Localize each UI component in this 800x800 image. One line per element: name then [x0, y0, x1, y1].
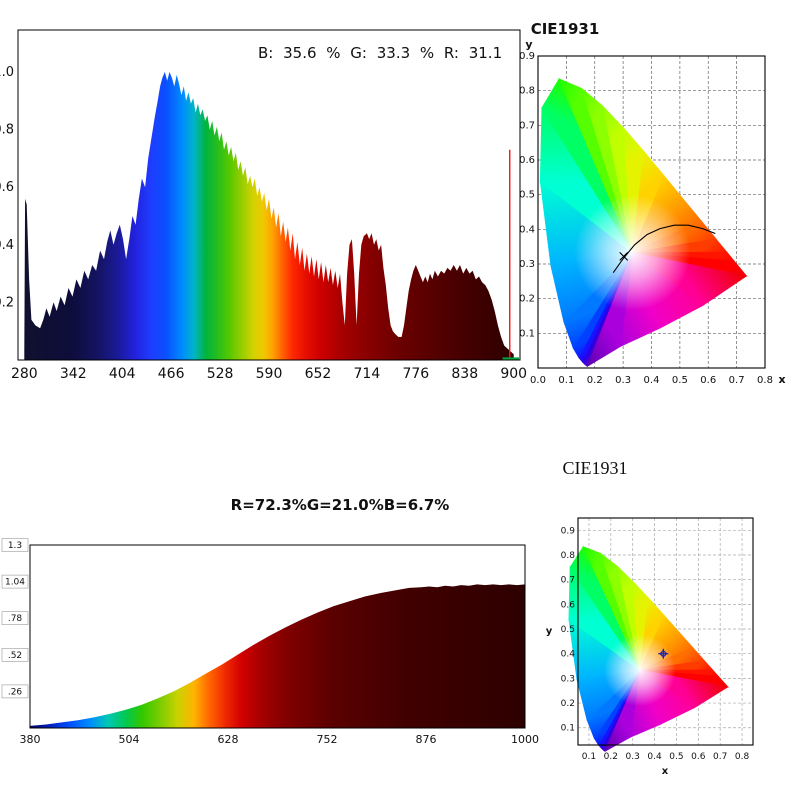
svg-text:838: 838	[451, 366, 478, 382]
svg-text:.78: .78	[8, 614, 23, 624]
svg-text:752: 752	[317, 733, 338, 746]
svg-text:0.6: 0.6	[561, 600, 576, 610]
svg-text:0.1: 0.1	[558, 375, 574, 386]
svg-text:0.1: 0.1	[582, 752, 596, 762]
svg-text:0.0: 0.0	[530, 375, 546, 386]
svg-text:280: 280	[11, 366, 38, 382]
svg-text:0.8: 0.8	[0, 123, 14, 138]
svg-text:0.8: 0.8	[735, 752, 750, 762]
svg-text:0.2: 0.2	[587, 375, 603, 386]
svg-text:900: 900	[500, 366, 527, 382]
rgb-percentages-label: B: 35.6 % G: 33.3 % R: 31.1	[258, 44, 503, 62]
svg-text:0.8: 0.8	[757, 375, 773, 386]
svg-text:0.8: 0.8	[519, 86, 535, 97]
svg-text:504: 504	[119, 733, 140, 746]
svg-text:0.3: 0.3	[615, 375, 631, 386]
svg-text:0.5: 0.5	[669, 752, 683, 762]
svg-text:.26: .26	[8, 687, 23, 697]
svg-text:1.3: 1.3	[8, 541, 22, 551]
svg-text:0.3: 0.3	[626, 752, 640, 762]
bottom-spectrum-title: R=72.3%G=21.0%B=6.7%	[230, 496, 450, 514]
svg-text:0.7: 0.7	[729, 375, 745, 386]
svg-text:0.4: 0.4	[644, 375, 660, 386]
svg-text:0.2: 0.2	[561, 699, 575, 709]
svg-text:0.6: 0.6	[0, 180, 14, 195]
svg-text:714: 714	[354, 366, 381, 382]
svg-text:0.3: 0.3	[561, 674, 575, 684]
svg-text:342: 342	[60, 366, 87, 382]
svg-text:0.5: 0.5	[561, 625, 575, 635]
svg-text:0.4: 0.4	[561, 650, 576, 660]
svg-text:590: 590	[256, 366, 283, 382]
svg-text:652: 652	[305, 366, 332, 382]
svg-text:404: 404	[109, 366, 136, 382]
svg-text:876: 876	[416, 733, 437, 746]
svg-text:0.7: 0.7	[519, 120, 535, 131]
svg-text:466: 466	[158, 366, 185, 382]
bottom-spectrum-chart: 380 504 628 752 876 1000 1.3 1.04 .78 .52 .26	[1, 538, 539, 746]
cie1931-title-bottom: CIE1931	[562, 458, 628, 478]
svg-text:0.3: 0.3	[519, 259, 535, 270]
svg-text:0.6: 0.6	[691, 752, 706, 762]
svg-text:y: y	[525, 38, 532, 51]
bottom-cie1931-diagram: 0.1 0.2 0.3 0.4 0.5 0.6 0.7 0.8 0.1 0.2 0.3 0.4 0.5 0…	[546, 517, 754, 777]
cie1931-title-top: CIE1931	[530, 20, 600, 38]
svg-text:0.7: 0.7	[561, 576, 575, 586]
svg-text:1.0: 1.0	[0, 65, 14, 80]
svg-text:0.9: 0.9	[561, 526, 576, 536]
svg-text:0.2: 0.2	[0, 295, 14, 310]
svg-text:0.1: 0.1	[519, 328, 535, 339]
svg-text:0.8: 0.8	[561, 551, 576, 561]
svg-text:0.2: 0.2	[604, 752, 618, 762]
top-spectrum-chart: 280 342 404 466 528 590 652 714 776 838 900 0.2 0.4 0…	[0, 29, 527, 382]
svg-text:0.9: 0.9	[519, 51, 535, 62]
svg-text:0.4: 0.4	[647, 752, 662, 762]
svg-text:1.04: 1.04	[5, 578, 25, 588]
svg-text:380: 380	[20, 733, 41, 746]
svg-text:0.4: 0.4	[519, 224, 535, 235]
svg-text:x: x	[778, 373, 785, 386]
svg-text:1000: 1000	[511, 733, 539, 746]
svg-text:x: x	[662, 766, 669, 777]
svg-text:776: 776	[402, 366, 429, 382]
svg-text:0.6: 0.6	[519, 155, 535, 166]
svg-text:0.6: 0.6	[700, 375, 716, 386]
svg-text:0.2: 0.2	[519, 294, 535, 305]
svg-text:.52: .52	[8, 651, 22, 661]
svg-text:0.5: 0.5	[672, 375, 688, 386]
svg-text:0.1: 0.1	[561, 724, 575, 734]
svg-text:528: 528	[207, 366, 234, 382]
svg-text:y: y	[546, 626, 553, 637]
svg-text:0.5: 0.5	[519, 190, 535, 201]
svg-text:0.4: 0.4	[0, 238, 14, 253]
svg-text:628: 628	[218, 733, 239, 746]
top-cie1931-diagram: 0.0 0.1 0.2 0.3 0.4 0.5 0.6 0.7 0.8 0.1 0.2 0.3 0.4 0…	[519, 38, 785, 386]
svg-text:0.7: 0.7	[713, 752, 727, 762]
